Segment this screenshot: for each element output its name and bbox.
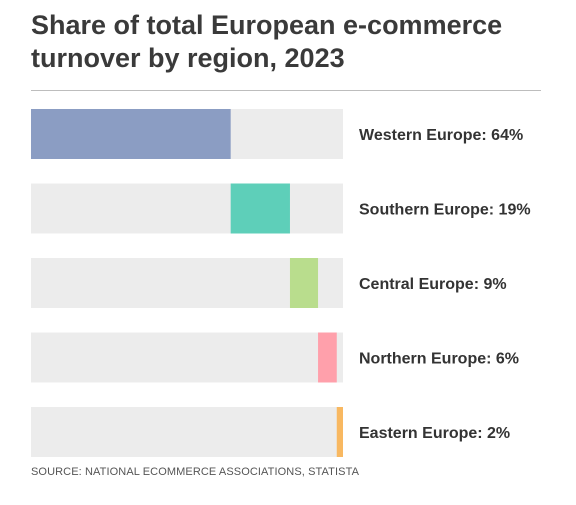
bar-northern-europe bbox=[318, 332, 337, 383]
bar-track-southern-europe bbox=[31, 183, 343, 234]
bar-western-europe bbox=[31, 109, 231, 159]
bar-label-central-europe: Central Europe: 9% bbox=[359, 276, 507, 293]
bar-label-northern-europe: Northern Europe: 6% bbox=[359, 351, 519, 368]
bar-track-eastern-europe bbox=[31, 407, 343, 457]
bar-eastern-europe bbox=[336, 407, 343, 457]
bar-track-northern-europe bbox=[31, 332, 343, 383]
bar-label-southern-europe: Southern Europe: 19% bbox=[359, 202, 531, 219]
bar-central-europe bbox=[289, 258, 319, 308]
title-divider bbox=[31, 90, 541, 91]
bar-label-western-europe: Western Europe: 64% bbox=[359, 127, 523, 144]
source-note: SOURCE: NATIONAL ECOMMERCE ASSOCIATIONS,… bbox=[31, 466, 360, 478]
bar-label-eastern-europe: Eastern Europe: 2% bbox=[359, 425, 510, 442]
chart-title: Share of total European e-commerce turno… bbox=[31, 10, 503, 73]
bar-southern-europe bbox=[230, 183, 290, 234]
